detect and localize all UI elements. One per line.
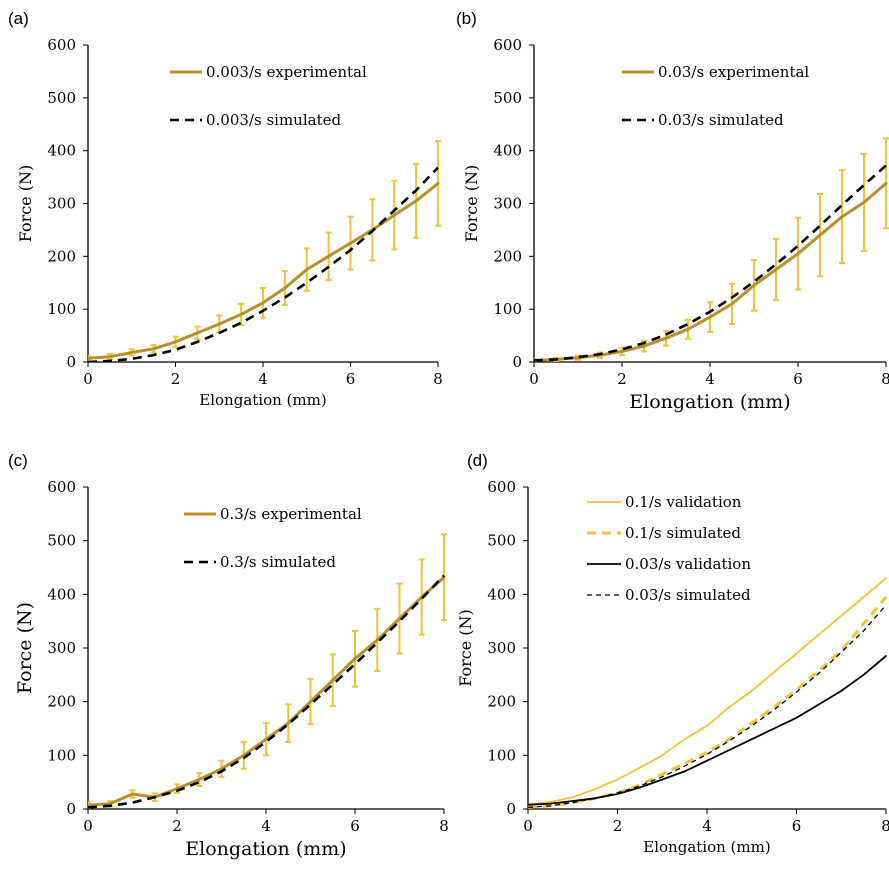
y-tick-label: 0 (66, 800, 76, 818)
x-tick-label: 4 (702, 817, 712, 835)
series-line-0-3-s-simulated (88, 574, 445, 809)
series-line-0-003-s-simulated (88, 166, 439, 362)
legend: 0.3/s experimental 0.3/s simulated (184, 505, 362, 571)
x-tick-label: 8 (881, 370, 889, 388)
series-line-0-1-s-validation (528, 577, 887, 806)
y-tick-label: 0 (506, 800, 516, 818)
series-line-0-03-s-experimental (534, 181, 888, 362)
legend-label: 0.1/s simulated (625, 524, 741, 542)
y-tick-label: 400 (47, 585, 76, 603)
legend-label: 0.1/s validation (625, 493, 742, 511)
panel-label: (c) (8, 451, 28, 470)
x-tick-label: 2 (613, 817, 623, 835)
y-tick-label: 100 (47, 300, 76, 318)
x-tick-label: 6 (792, 817, 802, 835)
y-tick-label: 500 (47, 532, 76, 550)
series-line-0-03-s-validation (528, 655, 887, 806)
y-tick-label: 600 (493, 36, 522, 54)
y-tick-label: 400 (487, 585, 516, 603)
y-tick-label: 400 (47, 142, 76, 160)
y-tick-label: 100 (493, 300, 522, 318)
legend: 0.003/s experimental 0.003/s simulated (170, 63, 367, 129)
x-tick-label: 0 (529, 370, 539, 388)
x-axis-title: Elongation (mm) (643, 838, 770, 856)
x-tick-label: 0 (83, 817, 93, 835)
x-tick-label: 6 (350, 817, 360, 835)
y-tick-label: 300 (493, 195, 522, 213)
y-tick-label: 200 (487, 693, 516, 711)
x-tick-label: 2 (172, 817, 182, 835)
y-tick-label: 600 (487, 478, 516, 496)
legend: 0.03/s experimental 0.03/s simulated (622, 63, 809, 129)
x-tick-label: 8 (439, 817, 449, 835)
series-line-0-003-s-experimental (88, 181, 440, 360)
chart-panel-b: (b) 0 100 200 300 400 500 600 0 2 4 6 8 Elongation (m… (456, 9, 889, 413)
x-tick-label: 8 (881, 817, 889, 835)
x-tick-label: 2 (617, 370, 627, 388)
y-axis-title: Force (N) (456, 609, 475, 687)
y-tick-label: 400 (493, 142, 522, 160)
y-tick-label: 300 (47, 195, 76, 213)
chart-panel-c: (c) 0 100 200 300 400 500 600 0 2 4 6 8 Elongation (m… (8, 451, 449, 860)
legend-label: 0.003/s experimental (206, 63, 367, 81)
y-axis-title: Force (N) (14, 602, 36, 694)
panel-label: (a) (8, 9, 29, 28)
y-axis-title: Force (N) (16, 165, 35, 243)
y-tick-label: 0 (66, 353, 76, 371)
x-tick-label: 4 (258, 370, 268, 388)
x-tick-label: 2 (171, 370, 181, 388)
legend: 0.1/s validation 0.1/s simulated 0.03/s va… (587, 493, 751, 604)
x-tick-label: 6 (346, 370, 356, 388)
legend-label: 0.03/s simulated (625, 586, 751, 604)
error-bars-0-03-s-experimental (534, 137, 889, 362)
error-bars-0-3-s-experimental (88, 533, 447, 809)
error-bars-0-003-s-experimental (88, 140, 441, 362)
series-line-0-03-s-simulated (528, 604, 887, 809)
x-axis-title: Elongation (mm) (629, 391, 790, 413)
y-tick-label: 300 (487, 639, 516, 657)
y-tick-label: 0 (512, 353, 522, 371)
legend-label: 0.03/s simulated (658, 111, 784, 129)
y-tick-label: 100 (487, 746, 516, 764)
x-tick-label: 4 (705, 370, 715, 388)
y-tick-label: 600 (47, 478, 76, 496)
legend-label: 0.03/s validation (625, 555, 751, 573)
y-tick-label: 500 (493, 89, 522, 107)
series-line-0-3-s-experimental (88, 575, 446, 807)
x-tick-label: 0 (523, 817, 533, 835)
y-tick-label: 100 (47, 746, 76, 764)
y-axis-title: Force (N) (462, 165, 481, 243)
y-tick-label: 500 (487, 532, 516, 550)
chart-panel-a: (a) 0 100 200 300 400 500 600 0 2 4 6 8 Elongation (m… (8, 9, 443, 409)
y-tick-label: 200 (47, 693, 76, 711)
legend-label: 0.3/s experimental (220, 505, 362, 523)
panel-label: (b) (456, 9, 477, 28)
y-tick-label: 600 (47, 36, 76, 54)
chart-panel-d: (d) 0 100 200 300 400 500 600 0 2 4 6 8 Elongation (m… (456, 451, 889, 856)
legend-label: 0.03/s experimental (658, 63, 809, 81)
panel-label: (d) (467, 451, 488, 470)
series-line-0-03-s-simulated (534, 164, 887, 362)
x-axis-title: Elongation (mm) (199, 391, 326, 409)
y-tick-label: 500 (47, 89, 76, 107)
legend-label: 0.3/s simulated (220, 553, 336, 571)
x-tick-label: 8 (433, 370, 443, 388)
x-tick-label: 4 (261, 817, 271, 835)
y-tick-label: 300 (47, 639, 76, 657)
series-line-0-1-s-simulated (528, 596, 888, 809)
x-tick-label: 0 (83, 370, 93, 388)
legend-label: 0.003/s simulated (206, 111, 341, 129)
x-tick-label: 6 (793, 370, 803, 388)
x-axis-title: Elongation (mm) (185, 838, 346, 860)
y-tick-label: 200 (47, 247, 76, 265)
y-tick-label: 200 (493, 247, 522, 265)
